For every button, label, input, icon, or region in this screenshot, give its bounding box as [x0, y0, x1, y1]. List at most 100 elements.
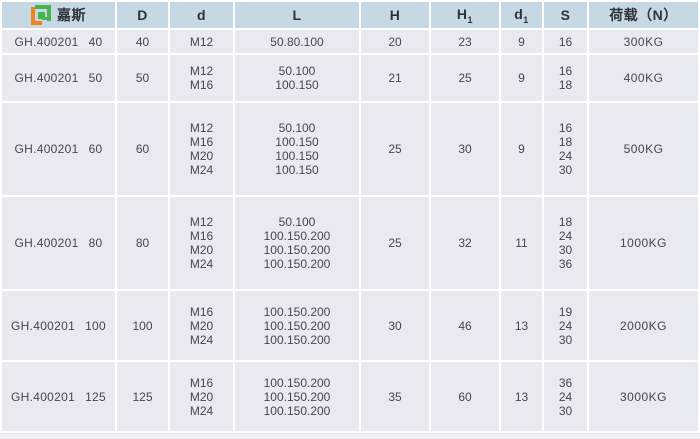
- cell-H: 21: [361, 55, 429, 101]
- cell-d-stack: M16 M20 M24: [170, 362, 233, 431]
- cell-d1: 13: [501, 291, 542, 360]
- d-value: M16: [189, 304, 214, 319]
- cell-d1: 13: [501, 362, 542, 431]
- brand-name: 嘉斯: [57, 7, 86, 23]
- cell-S-stack: 16 18: [544, 55, 587, 101]
- L-value: 100.150.200: [263, 318, 331, 333]
- cell-model: GH.400201 50: [2, 55, 115, 101]
- header-brand: 嘉斯: [2, 2, 115, 28]
- cell-load: 300KG: [589, 30, 698, 53]
- cell-d1: 9: [501, 55, 542, 101]
- L-value: 100.150.200: [263, 332, 331, 347]
- cell-load: 1000KG: [589, 197, 698, 289]
- table-row-group-50: GH.400201 50 50 M12 M16 50.100 100.150 21 25 9 16 1…: [2, 55, 698, 101]
- L-value: 100.150: [275, 78, 319, 92]
- header-col-d1: d1: [501, 2, 542, 28]
- model-code: GH.400201: [11, 389, 76, 404]
- table-row-group-125: GH.400201 125 125 M16 M20 M24 100.150.200 100.1…: [2, 362, 698, 431]
- S-value: 24: [558, 149, 573, 163]
- cell-d1: 9: [501, 30, 542, 53]
- S-value: 16: [558, 34, 573, 49]
- cell-H1: 32: [431, 197, 499, 289]
- S-value: 24: [558, 389, 573, 404]
- model-code: GH.400201: [14, 71, 79, 85]
- model-size: 40: [88, 34, 103, 49]
- model-size: 50: [88, 71, 103, 85]
- d-stack: M12 M16 M20 M24: [170, 121, 233, 177]
- S-value: 24: [558, 229, 573, 243]
- S-value: 30: [558, 332, 573, 347]
- d-stack: M12 M16: [170, 64, 233, 92]
- cell-H1: 60: [431, 362, 499, 431]
- cell-load: 400KG: [589, 55, 698, 101]
- cell-model: GH.400201 40: [2, 30, 115, 53]
- model-code: GH.400201: [11, 318, 76, 333]
- S-stack: 16 18 24 30: [544, 121, 587, 177]
- cell-H: 25: [361, 197, 429, 289]
- L-value: 100.150.200: [263, 375, 331, 390]
- d-value: M12: [189, 215, 214, 229]
- cell-d-stack: M12 M16 M20 M24: [170, 197, 233, 289]
- cell-D: 50: [117, 55, 168, 101]
- model-code: GH.400201: [14, 34, 79, 49]
- cell-D: 80: [117, 197, 168, 289]
- L-stack: 50.80.100: [235, 35, 359, 49]
- bottom-strip: [0, 433, 700, 439]
- L-value: 100.150.200: [263, 257, 331, 271]
- L-stack: 50.100 100.150 100.150 100.150: [235, 121, 359, 177]
- S-value: 18: [558, 215, 573, 229]
- model-size: 80: [88, 236, 103, 250]
- d-value: M24: [189, 403, 214, 418]
- S-value: 19: [558, 304, 573, 319]
- S-stack: 18 24 30 36: [544, 215, 587, 271]
- d-value: M16: [189, 229, 214, 243]
- cell-load: 2000KG: [589, 291, 698, 360]
- model-code: GH.400201: [14, 236, 79, 250]
- cell-L-stack: 50.100 100.150 100.150 100.150: [235, 103, 359, 195]
- cell-S-stack: 16: [544, 30, 587, 53]
- L-value: 100.150.200: [263, 304, 331, 319]
- cell-d1: 9: [501, 103, 542, 195]
- L-value: 50.80.100: [270, 34, 324, 49]
- cell-load: 500KG: [589, 103, 698, 195]
- table-row-group-100: GH.400201 100 100 M16 M20 M24 100.150.200 100.1…: [2, 291, 698, 360]
- table-row-group-60: GH.400201 60 60 M12 M16 M20 M24 50.100 100.150 10…: [2, 103, 698, 195]
- L-value: 100.150: [275, 149, 319, 163]
- cell-H1: 25: [431, 55, 499, 101]
- cell-D: 100: [117, 291, 168, 360]
- cell-S-stack: 19 24 30: [544, 291, 587, 360]
- cell-L-stack: 50.80.100: [235, 30, 359, 53]
- L-value: 50.100: [278, 64, 316, 78]
- cell-H1: 30: [431, 103, 499, 195]
- cell-D: 60: [117, 103, 168, 195]
- header-col-d: d: [170, 2, 233, 28]
- S-value: 24: [558, 318, 573, 333]
- model-size: 125: [85, 389, 106, 404]
- header-col-load: 荷载（N）: [589, 2, 698, 28]
- d-value: M20: [189, 318, 214, 333]
- d-value: M16: [189, 78, 214, 92]
- d-value: M24: [189, 163, 214, 177]
- d-value: M24: [189, 257, 214, 271]
- d-stack: M12 M16 M20 M24: [170, 215, 233, 271]
- cell-L-stack: 50.100 100.150: [235, 55, 359, 101]
- L-value: 100.150: [275, 135, 319, 149]
- d-value: M20: [189, 389, 214, 404]
- brand-logo-icon: [31, 5, 51, 25]
- d-value: M12: [189, 121, 214, 135]
- L-stack: 100.150.200 100.150.200 100.150.200: [235, 305, 359, 347]
- table-row-group-80: GH.400201 80 80 M12 M16 M20 M24 50.100 100.150.2…: [2, 197, 698, 289]
- cell-model: GH.400201 80: [2, 197, 115, 289]
- L-value: 100.150.200: [263, 243, 331, 257]
- cell-H: 25: [361, 103, 429, 195]
- d-stack: M12: [170, 35, 233, 49]
- L-value: 100.150.200: [263, 389, 331, 404]
- L-value: 100.150.200: [263, 403, 331, 418]
- header-col-D: D: [117, 2, 168, 28]
- S-value: 18: [558, 135, 573, 149]
- S-value: 30: [558, 163, 573, 177]
- cell-H: 30: [361, 291, 429, 360]
- d-stack: M16 M20 M24: [170, 376, 233, 418]
